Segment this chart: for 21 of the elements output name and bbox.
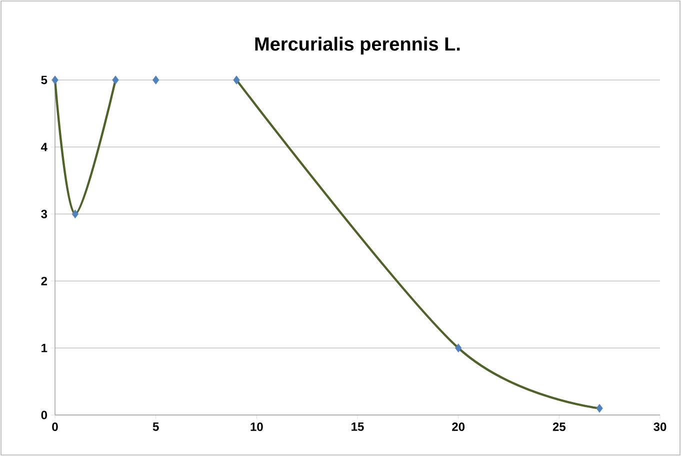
x-tick-label: 10: [250, 422, 263, 432]
point: [152, 76, 160, 84]
x-tick-label: 25: [552, 422, 566, 432]
x-tick-label: 5: [152, 422, 159, 431]
chart-title: Mercurialis perennis L.: [255, 36, 460, 54]
y-tick-label: 2: [41, 276, 47, 286]
x-tick-label: 30: [654, 422, 666, 432]
y-tick-label: 5: [41, 76, 48, 84]
point: [233, 76, 240, 84]
point: [72, 210, 79, 218]
y-tick-label: 3: [41, 210, 48, 218]
point: [454, 344, 462, 352]
y-tick-label: 0: [41, 410, 47, 420]
point: [52, 76, 58, 84]
point: [112, 76, 119, 84]
point: [596, 404, 603, 413]
y-tick-label: 1: [42, 344, 48, 352]
x-tick-label: 0: [52, 422, 58, 432]
x-tick-label: 15: [352, 422, 364, 431]
y-tick-label: 4: [40, 142, 48, 152]
x-tick-label: 20: [452, 422, 465, 432]
